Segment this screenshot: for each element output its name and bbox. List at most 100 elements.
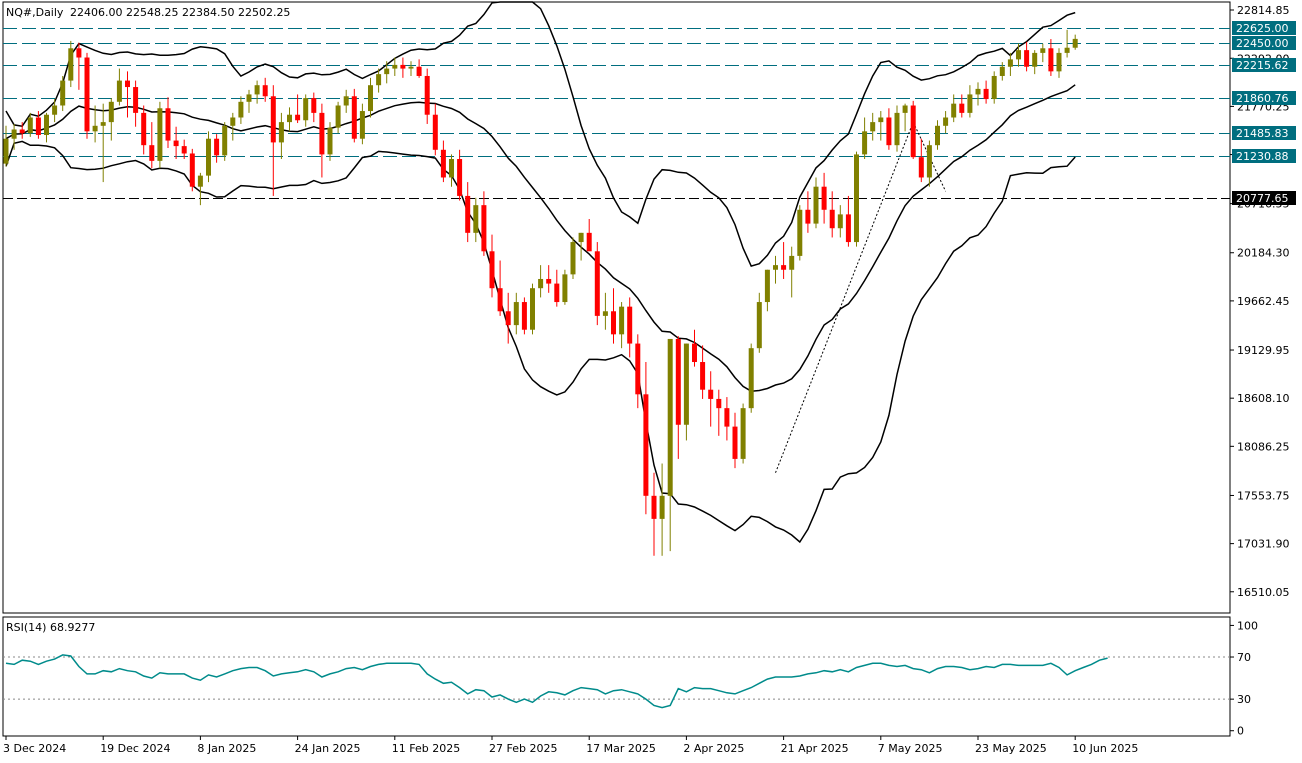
candle-body [700,362,706,390]
candle-body [262,85,268,97]
candle-body [683,343,689,425]
ohlc-label: 22406.00 22548.25 22384.50 22502.25 [70,6,290,19]
price-tick-label: 18086.25 [1237,440,1290,453]
rsi-panel: 100 70 30 0 [3,619,1258,738]
candle-body [554,283,560,303]
candle-body [611,311,616,335]
level-label-box [1232,36,1296,50]
candle-body [546,278,552,284]
level-label: 22215.62 [1236,59,1289,72]
trendline-down [912,121,947,192]
candle-body [287,114,292,123]
candle-body [343,96,349,106]
level-label-box [1232,91,1296,105]
candle-body [141,112,147,146]
candle-body [829,209,835,229]
rsi-tick-label: 30 [1237,693,1251,706]
candle-body [602,311,608,316]
candle-body [513,302,519,326]
candle-body [27,117,33,134]
candle-body [667,338,673,496]
candle-body [975,88,981,95]
level-label: 21485.83 [1236,127,1289,140]
candle-body [165,108,171,141]
candle-body [303,98,309,121]
price-tick-label: 20184.30 [1237,247,1290,260]
candle-body [578,232,584,243]
candle-body [586,232,592,252]
candle-body [408,66,414,69]
candle-body [594,251,600,316]
candle-body [943,117,949,126]
candle-body [400,64,406,69]
candle-body [311,98,317,113]
candle-body [773,265,778,270]
candle-body [878,117,884,123]
candle-body [457,159,463,196]
candle-body [392,64,398,69]
candle-body [230,117,236,126]
level-label-box [1232,58,1296,72]
level-label-box [1232,21,1296,35]
candle-body [197,175,203,187]
time-tick-label: 21 Apr 2025 [781,742,849,755]
candle-body [376,74,382,86]
candle-body [238,101,244,118]
candle-body [845,214,851,243]
candle-body [92,125,98,132]
frames [2,1,1231,737]
candle-body [1064,47,1070,53]
candle-body [60,80,66,106]
level-label-box [1232,149,1296,163]
time-tick-label: 3 Dec 2024 [3,742,66,755]
level-label: 21230.88 [1236,150,1289,163]
candle-body [732,426,738,459]
candle-body [1040,48,1046,53]
candle-body [68,48,74,81]
candle-body [967,94,973,113]
candle-body [1024,50,1030,67]
candle-body [538,278,544,289]
candle-body [781,265,787,270]
candle-body [351,96,357,139]
time-tick-label: 11 Feb 2025 [392,742,460,755]
candle-body [902,105,908,113]
candle-body [530,288,535,330]
candle-body [821,186,827,210]
candle-body [1048,48,1054,72]
candle-body [764,269,770,303]
candle-body [497,288,503,312]
candle-body [740,408,746,459]
candle-body [424,75,430,115]
price-tick-label: 18608.10 [1237,392,1290,405]
price-levels [3,28,1230,199]
candle-body [246,94,252,102]
time-axis: 3 Dec 2024 19 Dec 2024 8 Jan 2025 24 Jan 20… [3,736,1138,755]
candle-body [125,80,130,88]
candle-body [19,129,25,134]
candle-body [3,138,9,164]
candles [3,29,1078,556]
candle-body [651,495,657,519]
candle-body [813,186,819,224]
candle-body [116,80,122,102]
candle-body [416,66,422,76]
candle-body [805,209,811,224]
rsi-label: RSI(14) 68.9277 [6,621,95,634]
price-panel-frame [2,1,1231,614]
candle-body [359,111,365,139]
time-tick-label: 8 Jan 2025 [197,742,256,755]
candle-body [1072,38,1078,48]
time-tick-label: 17 Mar 2025 [586,742,656,755]
candle-body [489,251,495,289]
candle-body [35,117,41,136]
rsi-tick-label: 70 [1237,651,1251,664]
price-tick-label: 17553.75 [1237,489,1290,502]
bollinger-bands [5,1,1076,544]
symbol-label: NQ#,Daily [6,6,64,19]
candle-body [173,140,179,147]
price-tick-label: 19662.45 [1237,295,1290,308]
candle-body [521,302,527,330]
